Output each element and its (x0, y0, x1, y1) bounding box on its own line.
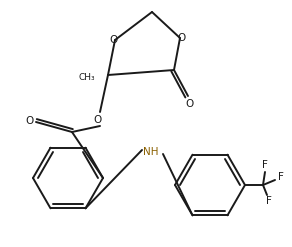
Text: O: O (186, 99, 194, 109)
Text: NH: NH (143, 147, 159, 157)
Text: O: O (110, 35, 118, 45)
Text: O: O (177, 33, 185, 43)
Text: F: F (278, 172, 284, 182)
Text: F: F (262, 160, 268, 170)
Text: CH₃: CH₃ (78, 73, 95, 82)
Text: O: O (94, 115, 102, 125)
Text: F: F (266, 196, 272, 206)
Text: O: O (25, 116, 33, 126)
